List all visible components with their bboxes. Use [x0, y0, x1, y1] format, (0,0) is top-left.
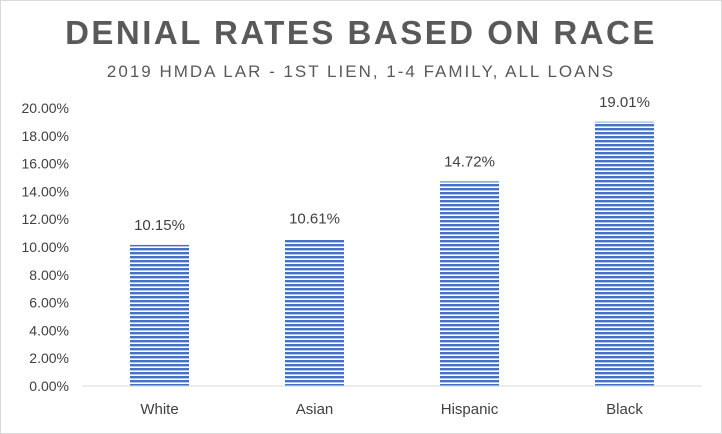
category-label-white: White [140, 401, 178, 418]
y-tick-label: 10.00% [22, 239, 69, 255]
data-label-asian: 10.61% [289, 211, 340, 228]
y-tick-label: 0.00% [29, 378, 69, 394]
category-labels-group: White Asian Hispanic Black [140, 401, 643, 418]
category-label-asian: Asian [296, 401, 334, 418]
bar-black [595, 121, 654, 387]
data-label-white: 10.15% [134, 217, 185, 234]
category-label-black: Black [606, 401, 643, 418]
data-labels-group: 10.15% 10.61% 14.72% 19.01% [134, 94, 650, 234]
bar-asian [285, 238, 344, 386]
data-label-hispanic: 14.72% [444, 153, 495, 170]
y-tick-label: 16.00% [22, 156, 69, 172]
y-tick-label: 20.00% [22, 100, 69, 116]
y-tick-label: 2.00% [29, 350, 69, 366]
y-tick-label: 6.00% [29, 295, 69, 311]
chart-subtitle: 2019 HMDA LAR - 1ST LIEN, 1-4 FAMILY, AL… [106, 62, 616, 81]
bar-white [130, 244, 189, 386]
y-tick-label: 14.00% [22, 183, 69, 199]
chart-title: DENIAL RATES BASED ON RACE [65, 14, 657, 51]
y-axis-ticks: 0.00% 2.00% 4.00% 6.00% 8.00% 10.00% 12.00% 14.… [22, 100, 69, 394]
y-tick-label: 18.00% [22, 128, 69, 144]
bar-hispanic [440, 181, 499, 386]
y-tick-label: 12.00% [22, 211, 69, 227]
category-label-hispanic: Hispanic [441, 401, 499, 418]
data-label-black: 19.01% [599, 94, 650, 111]
y-tick-label: 8.00% [29, 267, 69, 283]
y-tick-label: 4.00% [29, 322, 69, 338]
bars-group [130, 121, 654, 387]
